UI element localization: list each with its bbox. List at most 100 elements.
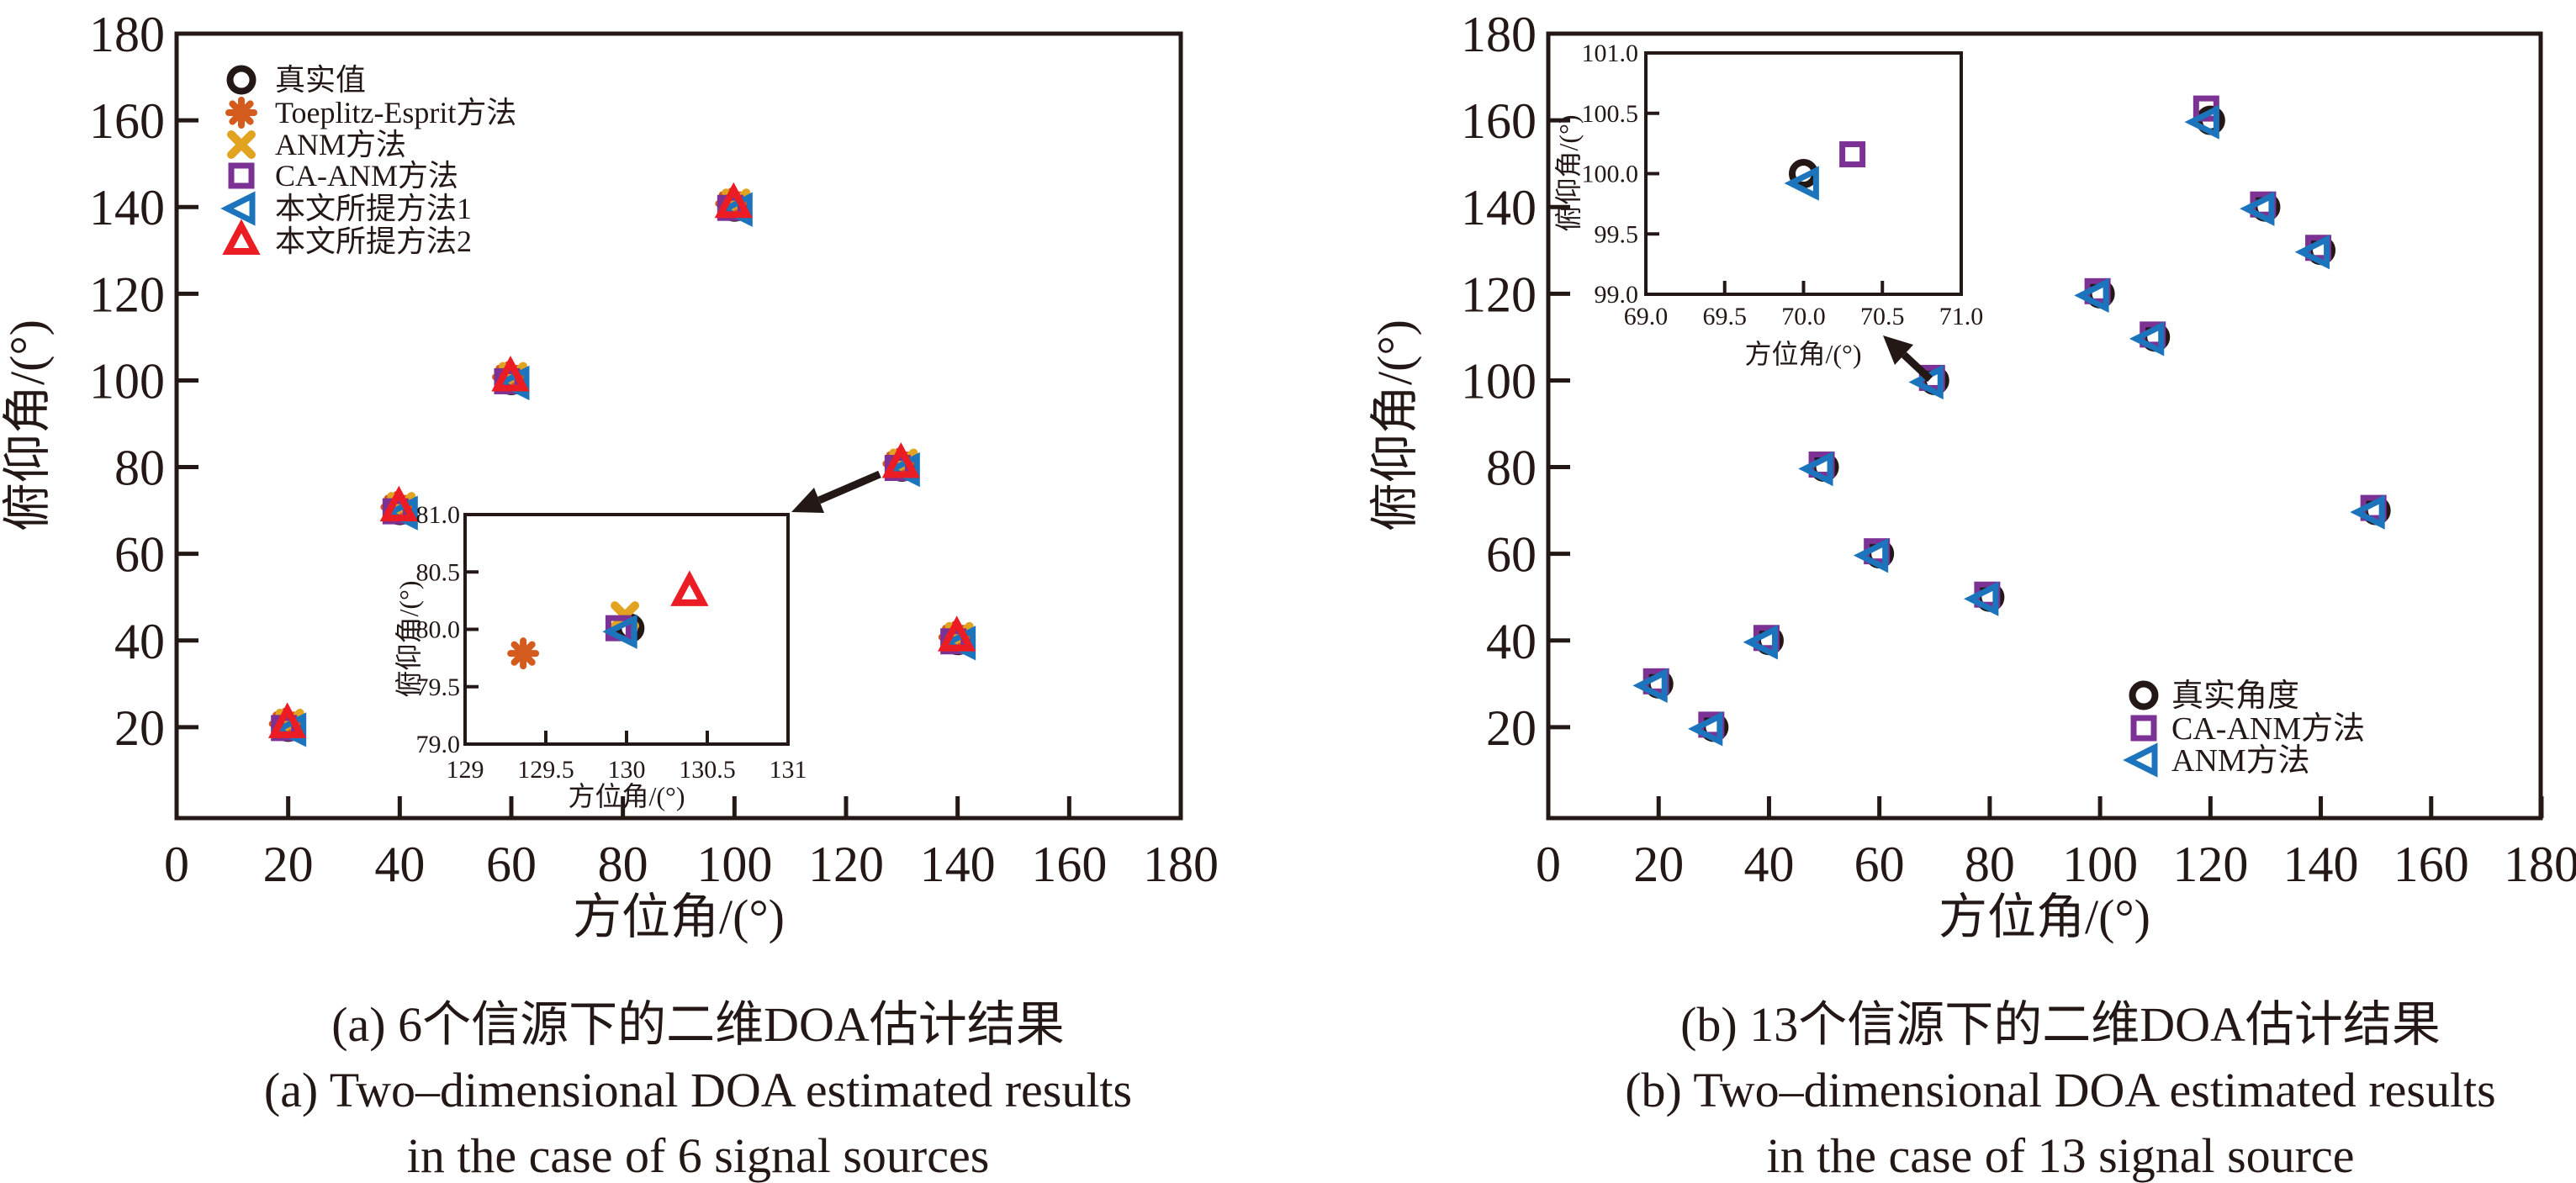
- y-tick-label: 120: [1461, 267, 1537, 322]
- inset-points-b: [1791, 145, 1862, 196]
- axis-ticks-b: 0 20 40 60 80 100 120 140 160 180 20 40 60 80 100 120 14…: [1461, 7, 2576, 892]
- y-tick-label: 40: [114, 614, 165, 669]
- legend-marker-true-icon: [2133, 684, 2155, 707]
- x-tick-label: 60: [1854, 837, 1905, 892]
- x-tick-label: 180: [1143, 837, 1219, 892]
- zoom-arrow-a: [791, 470, 881, 513]
- inset-point-m2: [676, 578, 703, 603]
- axis-ticks-a: 0 20 40 60 80 100 120 140 160 180 20 40 60 80 100 120 14…: [89, 7, 1219, 892]
- inset-x-tick-label: 129.5: [517, 756, 574, 784]
- plot-area-b: [1546, 31, 2543, 821]
- inset-y-axis-label-a: 俯仰角/(°): [394, 580, 424, 697]
- caption-a-line3: in the case of 6 signal sources: [407, 1128, 990, 1183]
- y-tick-label: 160: [89, 93, 165, 149]
- inset-y-tick-label: 79.5: [416, 673, 461, 701]
- y-tick-label: 160: [1461, 93, 1537, 149]
- legend-marker-method2-icon: [228, 226, 255, 251]
- legend-a: 真实值 Toeplitz-Esprit方法 ANM方法 CA-ANM方法 本文所…: [227, 63, 516, 258]
- x-tick-label: 120: [808, 837, 884, 892]
- y-axis-label-a: 俯仰角/(°): [0, 320, 55, 531]
- inset-x-tick-label: 129: [447, 756, 484, 784]
- x-tick-label: 120: [2172, 837, 2248, 892]
- legend-label-toeplitz: Toeplitz-Esprit方法: [275, 96, 516, 129]
- inset-x-axis-label-a: 方位角/(°): [568, 781, 685, 811]
- y-tick-label: 120: [89, 267, 165, 322]
- inset-y-tick-label: 79.0: [416, 731, 461, 758]
- inset-x-tick-label: 71.0: [1939, 303, 1984, 330]
- inset-y-tick-label: 101.0: [1582, 40, 1639, 67]
- x-tick-label: 0: [1536, 837, 1561, 892]
- inset-point-toeplitz: [510, 641, 536, 666]
- legend-b: 真实角度 CA-ANM方法 ANM方法: [2129, 679, 2365, 779]
- y-tick-label: 180: [89, 7, 165, 62]
- y-tick-label: 180: [1461, 7, 1537, 62]
- x-tick-label: 80: [598, 837, 648, 892]
- y-tick-label: 60: [114, 527, 165, 583]
- inset-ticks-b: 69.0 69.5 70.0 70.5 71.0 99.0 99.5 100.0 100.5 10…: [1582, 40, 1984, 330]
- legend-label-true: 真实值: [275, 63, 366, 97]
- x-tick-label: 180: [2504, 837, 2576, 892]
- x-axis-label-a: 方位角/(°): [573, 890, 785, 944]
- y-tick-label: 140: [1461, 180, 1537, 235]
- legend-label-anm: ANM方法: [2171, 743, 2310, 779]
- y-tick-label: 100: [1461, 353, 1537, 409]
- inset-b: 69.0 69.5 70.0 70.5 71.0 99.0 99.5 100.0 100.5 10…: [1553, 40, 1983, 369]
- inset-y-tick-label: 80.5: [416, 558, 461, 586]
- x-tick-label: 140: [920, 837, 996, 892]
- x-tick-label: 80: [1965, 837, 2015, 892]
- legend-marker-method1-icon: [227, 196, 252, 221]
- x-tick-label: 20: [263, 837, 314, 892]
- x-tick-label: 140: [2283, 837, 2359, 892]
- x-tick-label: 60: [486, 837, 537, 892]
- inset-point-caanm: [1843, 145, 1863, 165]
- y-tick-label: 140: [89, 180, 165, 235]
- inset-x-axis-label-b: 方位角/(°): [1744, 339, 1861, 369]
- legend-marker-caanm-icon: [2134, 718, 2154, 738]
- legend-label-caanm: CA-ANM方法: [2171, 711, 2365, 747]
- inset-y-axis-label-b: 俯仰角/(°): [1553, 114, 1584, 231]
- caption-a-line1: (a) 6个信源下的二维DOA估计结果: [331, 997, 1065, 1052]
- y-tick-label: 80: [114, 441, 165, 496]
- caption-b-line3: in the case of 13 signal source: [1766, 1128, 2354, 1183]
- inset-x-tick-label: 70.0: [1781, 303, 1826, 330]
- inset-ticks-a: 129 129.5 130 130.5 131 79.0 79.5 80.0 80.5 81.0: [416, 501, 807, 784]
- legend-marker-anm-icon: [231, 135, 251, 155]
- inset-x-tick-label: 130.5: [679, 756, 736, 784]
- inset-a: 129 129.5 130 130.5 13179.079.580.080.581.0 …: [394, 501, 807, 811]
- inset-y-tick-label: 80.0: [416, 616, 461, 644]
- legend-label-true: 真实角度: [2171, 679, 2299, 714]
- plot-area-a: [174, 31, 1183, 821]
- x-tick-label: 100: [696, 837, 772, 892]
- y-tick-label: 20: [114, 700, 165, 756]
- y-tick-label: 100: [89, 353, 165, 409]
- legend-label-caanm: CA-ANM方法: [275, 159, 458, 193]
- inset-plot-area-b: [1644, 51, 1963, 296]
- panel-b: 0 20 40 60 80 100 120 140 160 180 20 40 60 80 100 120 14…: [1367, 7, 2576, 1183]
- inset-points-a: [510, 578, 703, 666]
- y-tick-label: 80: [1486, 441, 1537, 496]
- legend-marker-caanm-icon: [231, 166, 251, 186]
- legend-label-method2: 本文所提方法2: [275, 224, 472, 258]
- legend-label-method1: 本文所提方法1: [275, 192, 472, 225]
- x-axis-label-b: 方位角/(°): [1939, 890, 2150, 944]
- inset-y-tick-label: 99.0: [1595, 281, 1639, 309]
- data-points-b: [1639, 98, 2387, 742]
- legend-label-anm: ANM方法: [275, 128, 406, 161]
- caption-b-line1: (b) 13个信源下的二维DOA估计结果: [1680, 997, 2441, 1052]
- y-axis-label-b: 俯仰角/(°): [1367, 320, 1422, 531]
- x-tick-label: 40: [1743, 837, 1794, 892]
- x-tick-label: 40: [374, 837, 425, 892]
- caption-a-line2: (a) Two–dimensional DOA estimated result…: [264, 1063, 1132, 1117]
- legend-marker-toeplitz-icon: [229, 100, 254, 125]
- legend-marker-anm-icon: [2129, 747, 2155, 773]
- y-tick-label: 60: [1486, 527, 1537, 583]
- legend-marker-true-icon: [230, 69, 253, 92]
- caption-b-line2: (b) Two–dimensional DOA estimated result…: [1625, 1063, 2496, 1117]
- x-tick-label: 0: [164, 837, 189, 892]
- inset-x-tick-label: 69.5: [1703, 303, 1748, 330]
- y-tick-label: 20: [1486, 700, 1537, 756]
- x-tick-label: 160: [2394, 837, 2469, 892]
- x-tick-label: 20: [1633, 837, 1684, 892]
